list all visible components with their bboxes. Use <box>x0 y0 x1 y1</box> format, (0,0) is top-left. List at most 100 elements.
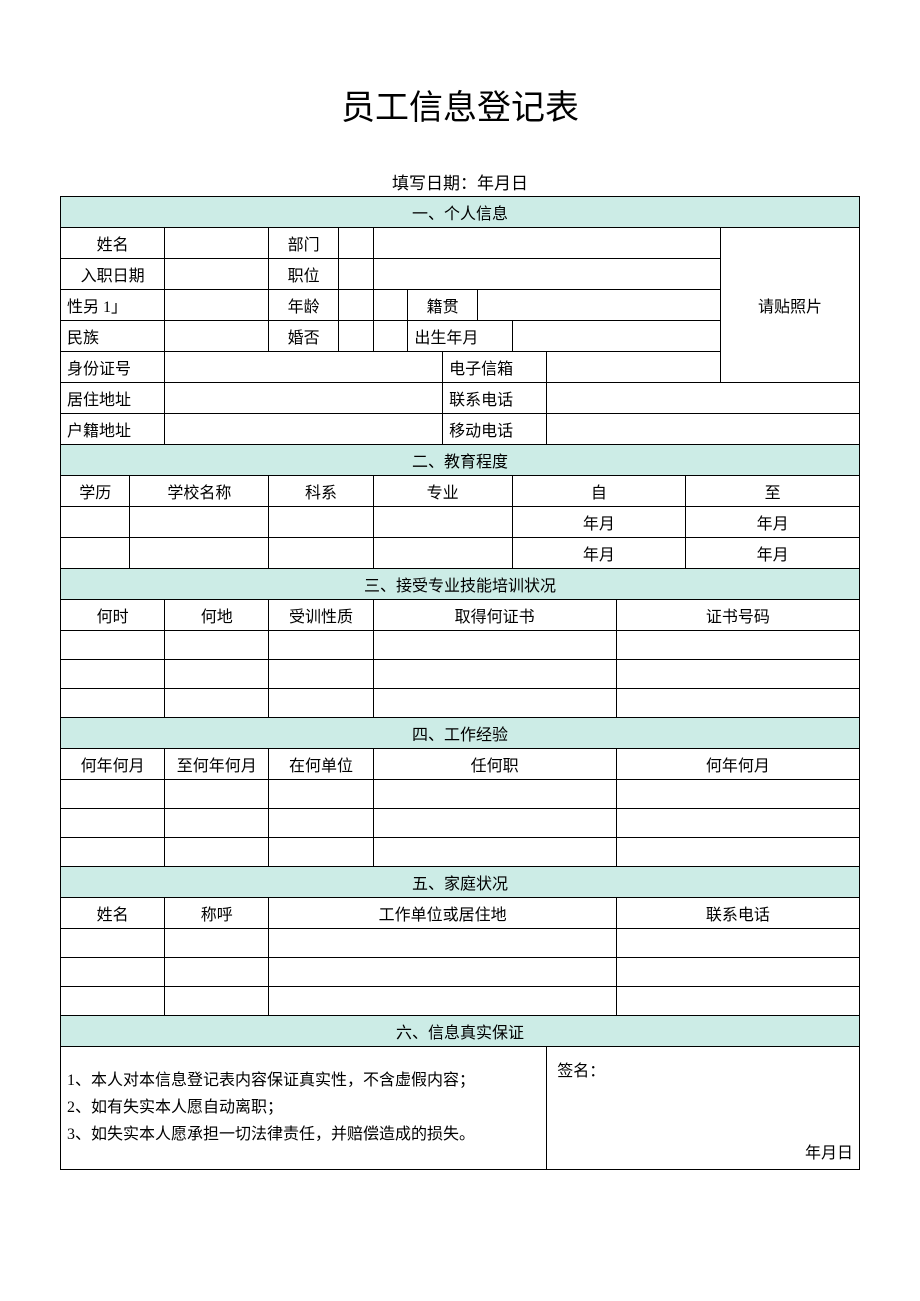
label-name: 姓名 <box>61 228 165 259</box>
decl-line-2: 2、如有失实本人愿自动离职； <box>67 1094 540 1121</box>
field-join-date[interactable] <box>165 259 269 290</box>
fam-hdr-phone: 联系电话 <box>616 898 859 929</box>
edu-row[interactable] <box>373 507 512 538</box>
label-age: 年龄 <box>269 290 338 321</box>
train-row[interactable] <box>61 689 165 718</box>
declaration-text: 1、本人对本信息登记表内容保证真实性，不含虚假内容； 2、如有失实本人愿自动离职… <box>61 1047 547 1170</box>
work-row[interactable] <box>269 780 373 809</box>
field-position-gap <box>338 259 373 290</box>
train-row[interactable] <box>616 660 859 689</box>
train-row[interactable] <box>165 631 269 660</box>
field-native[interactable] <box>477 290 720 321</box>
fam-hdr-name: 姓名 <box>61 898 165 929</box>
work-row[interactable] <box>616 809 859 838</box>
train-row[interactable] <box>616 631 859 660</box>
field-email[interactable] <box>547 352 721 383</box>
field-dept[interactable] <box>373 228 720 259</box>
field-ethnic[interactable] <box>165 321 269 352</box>
fam-row[interactable] <box>165 987 269 1016</box>
fam-row[interactable] <box>61 958 165 987</box>
field-reg-addr[interactable] <box>165 414 443 445</box>
field-addr[interactable] <box>165 383 443 414</box>
train-row[interactable] <box>616 689 859 718</box>
train-row[interactable] <box>165 689 269 718</box>
edu-row[interactable] <box>130 507 269 538</box>
edu-ym[interactable]: 年月 <box>686 507 860 538</box>
train-row[interactable] <box>269 689 373 718</box>
edu-ym[interactable]: 年月 <box>512 507 686 538</box>
edu-row[interactable] <box>269 507 373 538</box>
decl-line-3: 3、如失实本人愿承担一切法律责任，并赔偿造成的损失。 <box>67 1121 540 1148</box>
edu-row[interactable] <box>269 538 373 569</box>
train-row[interactable] <box>61 660 165 689</box>
field-birth[interactable] <box>512 321 720 352</box>
train-hdr-when: 何时 <box>61 600 165 631</box>
fam-row[interactable] <box>269 958 616 987</box>
work-row[interactable] <box>373 838 616 867</box>
work-hdr-role: 任何职 <box>373 749 616 780</box>
section-declaration: 六、信息真实保证 <box>61 1016 860 1047</box>
fam-row[interactable] <box>269 987 616 1016</box>
field-phone[interactable] <box>547 383 860 414</box>
train-row[interactable] <box>373 631 616 660</box>
fam-row[interactable] <box>616 958 859 987</box>
form-table: 一、个人信息 姓名 部门 请贴照片 入职日期 职位 性另 1」 年龄 籍贯 民族 <box>60 196 860 1170</box>
label-mobile: 移动电话 <box>443 414 547 445</box>
fam-row[interactable] <box>616 987 859 1016</box>
fam-row[interactable] <box>61 929 165 958</box>
train-row[interactable] <box>269 660 373 689</box>
field-id[interactable] <box>165 352 443 383</box>
work-row[interactable] <box>61 838 165 867</box>
field-name[interactable] <box>165 228 269 259</box>
work-row[interactable] <box>165 809 269 838</box>
section-work: 四、工作经验 <box>61 718 860 749</box>
work-row[interactable] <box>616 780 859 809</box>
edu-ym[interactable]: 年月 <box>512 538 686 569</box>
field-mobile[interactable] <box>547 414 860 445</box>
fam-row[interactable] <box>269 929 616 958</box>
edu-row[interactable] <box>61 507 130 538</box>
train-row[interactable] <box>165 660 269 689</box>
label-gender: 性另 1」 <box>61 290 165 321</box>
label-marital: 婚否 <box>269 321 338 352</box>
edu-row[interactable] <box>61 538 130 569</box>
fam-hdr-org: 工作单位或居住地 <box>269 898 616 929</box>
work-row[interactable] <box>616 838 859 867</box>
train-row[interactable] <box>61 631 165 660</box>
train-row[interactable] <box>269 631 373 660</box>
train-hdr-certno: 证书号码 <box>616 600 859 631</box>
work-row[interactable] <box>269 838 373 867</box>
photo-box[interactable]: 请贴照片 <box>720 228 859 383</box>
work-row[interactable] <box>373 809 616 838</box>
field-position[interactable] <box>373 259 720 290</box>
section-personal: 一、个人信息 <box>61 197 860 228</box>
field-age[interactable] <box>373 290 408 321</box>
work-row[interactable] <box>269 809 373 838</box>
edu-row[interactable] <box>373 538 512 569</box>
label-reg-addr: 户籍地址 <box>61 414 165 445</box>
train-row[interactable] <box>373 689 616 718</box>
fam-row[interactable] <box>616 929 859 958</box>
work-row[interactable] <box>373 780 616 809</box>
fam-hdr-relation: 称呼 <box>165 898 269 929</box>
page-container: 员工信息登记表 填写日期：年月日 一、个人信息 姓名 部门 请贴照片 入职日期 … <box>0 0 920 1210</box>
label-dept: 部门 <box>269 228 338 259</box>
fam-row[interactable] <box>61 987 165 1016</box>
label-birth: 出生年月 <box>408 321 512 352</box>
field-gender[interactable] <box>165 290 269 321</box>
work-row[interactable] <box>61 780 165 809</box>
work-row[interactable] <box>61 809 165 838</box>
work-hdr-from2: 何年何月 <box>616 749 859 780</box>
fam-row[interactable] <box>165 929 269 958</box>
field-marital[interactable] <box>373 321 408 352</box>
signature-box[interactable]: 签名： 年月日 <box>547 1047 860 1170</box>
edu-row[interactable] <box>130 538 269 569</box>
edu-ym[interactable]: 年月 <box>686 538 860 569</box>
edu-hdr-to: 至 <box>686 476 860 507</box>
label-addr: 居住地址 <box>61 383 165 414</box>
train-row[interactable] <box>373 660 616 689</box>
work-row[interactable] <box>165 838 269 867</box>
edu-hdr-major: 专业 <box>373 476 512 507</box>
fam-row[interactable] <box>165 958 269 987</box>
work-row[interactable] <box>165 780 269 809</box>
